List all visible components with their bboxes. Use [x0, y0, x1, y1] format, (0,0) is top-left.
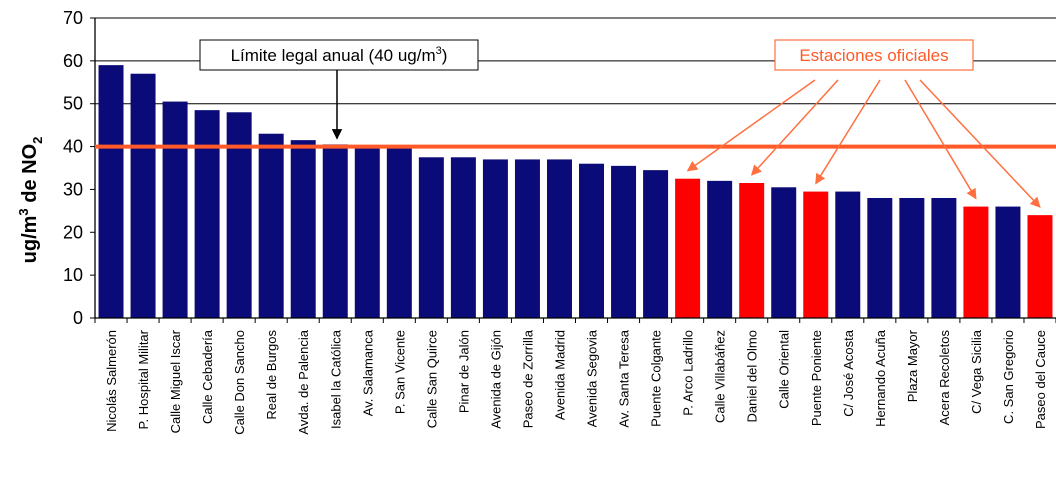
official-station-arrow [686, 79, 816, 172]
bar [354, 146, 380, 318]
x-tick-label: C. San Gregorio [1001, 330, 1016, 424]
legal-limit-label: Límite legal anual (40 ug/m3) [231, 45, 448, 65]
x-tick-label: Isabel la Católica [328, 329, 343, 429]
bar [867, 198, 893, 318]
x-tick-label: P. Hospital Militar [136, 329, 151, 429]
x-tick-labels: Nicolás Salmerón P. Hospital Militar Calle… [104, 329, 1048, 435]
x-tick-label: Av. Salamanca [360, 329, 375, 416]
bar [258, 133, 284, 318]
x-tick-label: Paseo de Zorrilla [520, 329, 535, 428]
bar [707, 180, 733, 318]
bar [835, 191, 861, 318]
official-station-arrow [904, 79, 977, 200]
bar [386, 146, 412, 318]
x-tick-label: Avenida Madrid [552, 330, 567, 420]
bar [450, 157, 476, 318]
x-tick-label: Acera Recoletos [937, 330, 952, 426]
bar [771, 187, 797, 318]
y-tick-label: 20 [63, 222, 83, 242]
y-tick-label: 60 [63, 51, 83, 71]
bar [611, 165, 637, 318]
official-stations-label-box [774, 39, 974, 71]
legal-limit-label-box [199, 39, 479, 71]
x-tick-label: Pinar de Jalón [456, 330, 471, 413]
bar [482, 159, 508, 318]
x-tick-label: P. Arco Ladrillo [681, 330, 696, 416]
bars [98, 65, 1053, 319]
official-stations-label: Estaciones oficiales [799, 46, 948, 65]
x-tick-label: Calle Don Sancho [232, 330, 247, 435]
x-tick-label: Avda. de Palencia [296, 329, 311, 434]
y-tick-labels: 0 10 20 30 40 50 60 70 [63, 8, 83, 328]
x-tick-label: Calle Miguel Iscar [168, 329, 183, 433]
official-station-arrow [919, 79, 1041, 208]
x-tick-label: Real de Burgos [264, 330, 279, 420]
bar [226, 112, 252, 319]
x-tick-label: Puente Colgante [649, 330, 664, 427]
official-stations-callout: Estaciones oficiales [686, 39, 1041, 208]
bar-official-station [1027, 215, 1053, 318]
bar-official-station [739, 183, 765, 318]
y-tick-label: 50 [63, 94, 83, 114]
bar [322, 144, 348, 318]
bar-official-station [803, 191, 829, 318]
y-tick-label: 40 [63, 137, 83, 157]
y-tick-label: 70 [63, 8, 83, 28]
bar [899, 198, 925, 318]
bar [290, 140, 316, 318]
x-tick-label: C/ José Acosta [841, 329, 856, 416]
x-tick-label: Avenida de Gijón [488, 330, 503, 429]
bar [931, 198, 957, 318]
official-station-arrow [750, 79, 839, 176]
x-tick-label: Calle Oriental [777, 330, 792, 409]
bar [194, 110, 220, 319]
y-tick-label: 30 [63, 179, 83, 199]
official-station-arrow [815, 79, 881, 185]
limit-line-group: Límite legal anual (40 ug/m3) [95, 39, 1056, 149]
x-tick-label: Av. Santa Teresa [617, 329, 632, 427]
x-tick-label: Calle Cebadería [200, 329, 215, 424]
bar [98, 65, 124, 319]
x-tick-label: Plaza Mayor [905, 329, 920, 402]
x-tick-label: Calle San Quirce [424, 330, 439, 428]
bar [130, 73, 156, 318]
x-tick-label: Avenida Segovia [585, 329, 600, 427]
bar [418, 157, 444, 318]
bar [995, 206, 1021, 318]
bar [546, 159, 572, 318]
bar [579, 163, 605, 318]
bar [162, 101, 188, 318]
y-axis-label: ug/m3 de NO2 [16, 137, 45, 264]
x-tick-label: C/ Vega Sicilia [969, 329, 984, 414]
x-tick-label: P. San Vicente [392, 330, 407, 414]
axes [90, 17, 1056, 323]
x-tick-label: Paseo del Cauce [1033, 330, 1048, 429]
x-tick-label: Daniel del Olmo [745, 330, 760, 423]
x-tick-label: Hernando Acuña [873, 329, 888, 427]
y-tick-label: 0 [73, 308, 83, 328]
bar [643, 170, 669, 318]
bar [514, 159, 540, 318]
x-tick-label: Calle Villabáñez [713, 330, 728, 423]
y-tick-label: 10 [63, 265, 83, 285]
x-tick-label: Nicolás Salmerón [104, 330, 119, 432]
x-tick-label: Puente Poniente [809, 330, 824, 426]
bar-official-station [675, 178, 701, 318]
bar-official-station [963, 206, 989, 318]
